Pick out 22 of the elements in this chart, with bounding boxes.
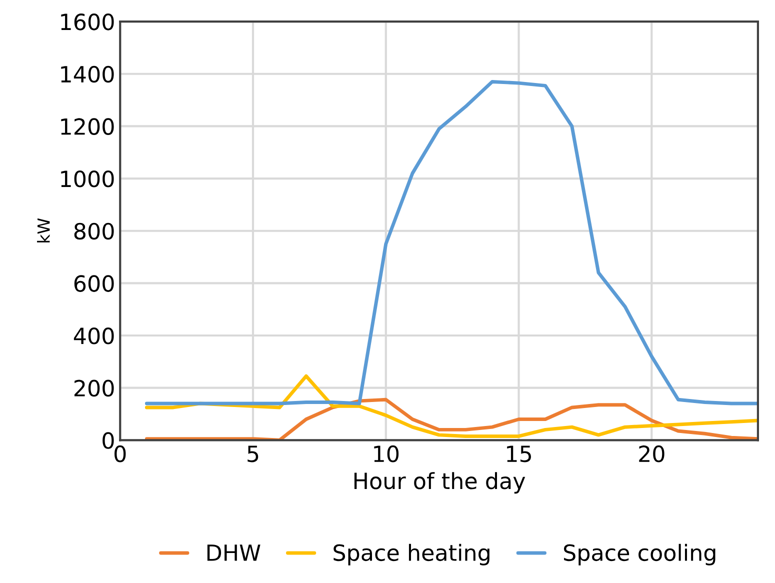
y-tick-label: 400 bbox=[74, 327, 114, 344]
x-tick-label: 15 bbox=[507, 446, 531, 462]
x-axis-title: Hour of the day bbox=[354, 472, 526, 494]
y-tick-label: 1000 bbox=[61, 170, 114, 188]
y-tick-label: 200 bbox=[74, 380, 114, 397]
x-tick-label: 5 bbox=[248, 446, 258, 462]
x-tick-label: 0 bbox=[114, 445, 126, 462]
x-tick-label: 10 bbox=[374, 445, 399, 462]
y-axis-title: kW bbox=[37, 218, 50, 242]
y-tick-label: 800 bbox=[74, 222, 114, 240]
line-series bbox=[144, 374, 758, 438]
line-series bbox=[144, 398, 758, 440]
y-tick-label: 1200 bbox=[61, 118, 114, 135]
y-tick-label: 1600 bbox=[61, 14, 114, 30]
legend-label: Space heating bbox=[334, 544, 490, 566]
y-tick-label: 1400 bbox=[61, 66, 114, 83]
y-tick-label: 600 bbox=[74, 275, 114, 292]
x-tick-label: 20 bbox=[639, 445, 664, 462]
line-series bbox=[144, 80, 758, 406]
legend-label: Space cooling bbox=[564, 544, 716, 566]
legend-label: DHW bbox=[207, 544, 260, 561]
y-tick-label: 0 bbox=[102, 432, 114, 449]
